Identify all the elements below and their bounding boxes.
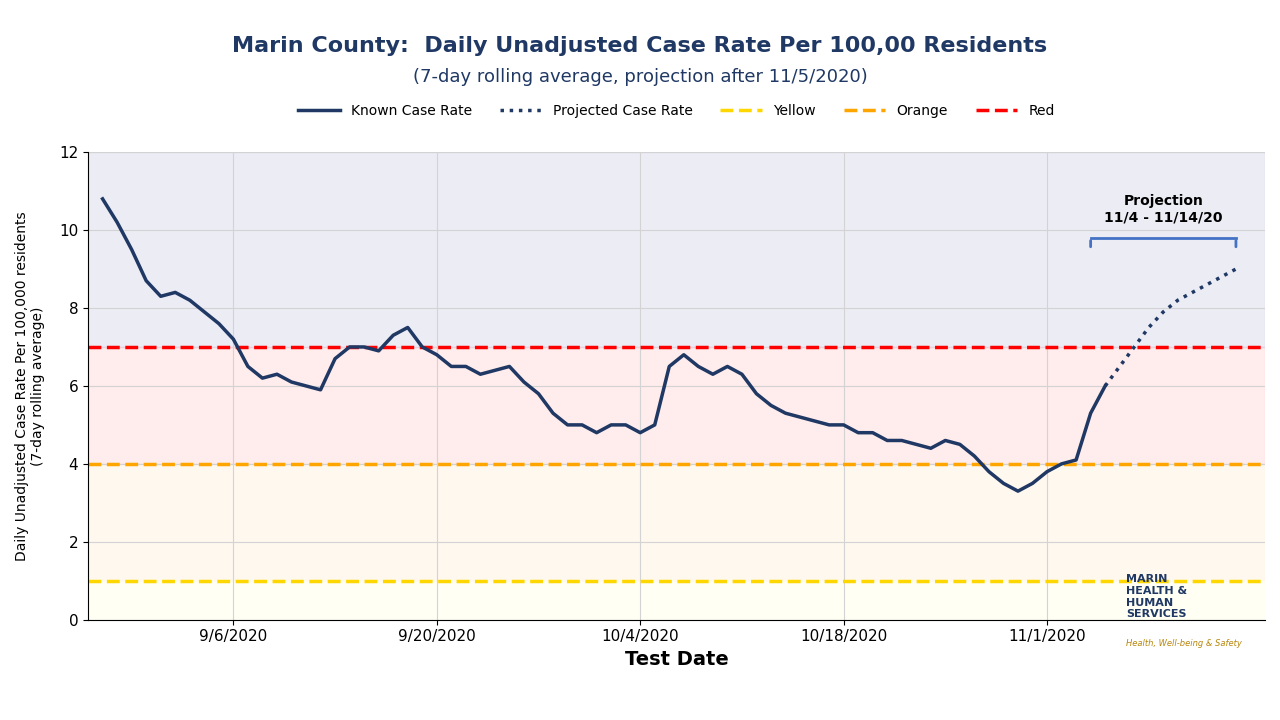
Bar [88, 152, 1265, 347]
Legend: Known Case Rate, Projected Case Rate, Yellow, Orange, Red: Known Case Rate, Projected Case Rate, Ye… [293, 99, 1060, 123]
Bar [88, 464, 1265, 581]
Text: Projection
11/4 - 11/14/20: Projection 11/4 - 11/14/20 [1105, 194, 1222, 224]
Bar [88, 347, 1265, 464]
Bar [88, 581, 1265, 620]
Text: (7-day rolling average, projection after 11/5/2020): (7-day rolling average, projection after… [412, 68, 868, 86]
Text: Marin County:  Daily Unadjusted Case Rate Per 100,00 Residents: Marin County: Daily Unadjusted Case Rate… [233, 36, 1047, 56]
X-axis label: Test Date: Test Date [625, 650, 728, 669]
Text: Health, Well-being & Safety: Health, Well-being & Safety [1126, 639, 1243, 648]
Text: MARIN
HEALTH &
HUMAN
SERVICES: MARIN HEALTH & HUMAN SERVICES [1126, 575, 1188, 619]
Y-axis label: Daily Unadjusted Case Rate Per 100,000 residents
(7-day rolling average): Daily Unadjusted Case Rate Per 100,000 r… [15, 211, 45, 561]
